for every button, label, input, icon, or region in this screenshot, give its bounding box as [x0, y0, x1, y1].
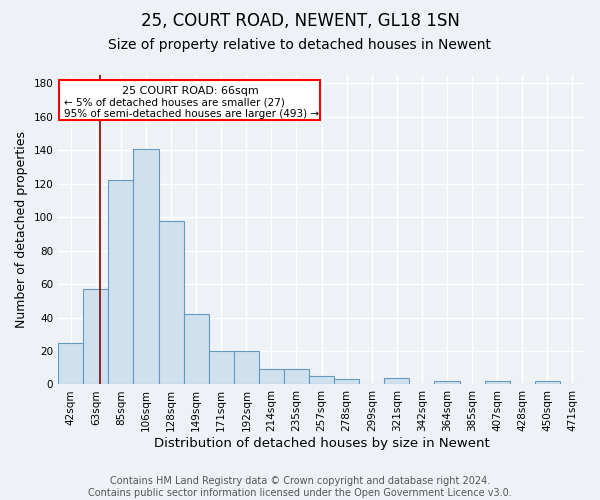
Bar [535, 381, 560, 384]
Bar [158, 220, 184, 384]
Bar [334, 380, 359, 384]
Bar [284, 370, 309, 384]
Bar [83, 289, 109, 384]
Y-axis label: Number of detached properties: Number of detached properties [15, 131, 28, 328]
Bar [109, 180, 133, 384]
Text: Contains HM Land Registry data © Crown copyright and database right 2024.
Contai: Contains HM Land Registry data © Crown c… [88, 476, 512, 498]
Text: 25, COURT ROAD, NEWENT, GL18 1SN: 25, COURT ROAD, NEWENT, GL18 1SN [140, 12, 460, 30]
Bar [184, 314, 209, 384]
Text: 25 COURT ROAD: 66sqm: 25 COURT ROAD: 66sqm [121, 86, 258, 97]
Bar [434, 381, 460, 384]
Text: ← 5% of detached houses are smaller (27): ← 5% of detached houses are smaller (27) [64, 98, 286, 108]
Bar [485, 381, 510, 384]
FancyBboxPatch shape [59, 80, 320, 120]
Bar [58, 342, 83, 384]
Bar [209, 351, 234, 384]
Bar [309, 376, 334, 384]
Bar [234, 351, 259, 384]
Bar [133, 148, 158, 384]
X-axis label: Distribution of detached houses by size in Newent: Distribution of detached houses by size … [154, 437, 490, 450]
Text: 95% of semi-detached houses are larger (493) →: 95% of semi-detached houses are larger (… [64, 108, 320, 118]
Text: Size of property relative to detached houses in Newent: Size of property relative to detached ho… [109, 38, 491, 52]
Bar [385, 378, 409, 384]
Bar [259, 370, 284, 384]
